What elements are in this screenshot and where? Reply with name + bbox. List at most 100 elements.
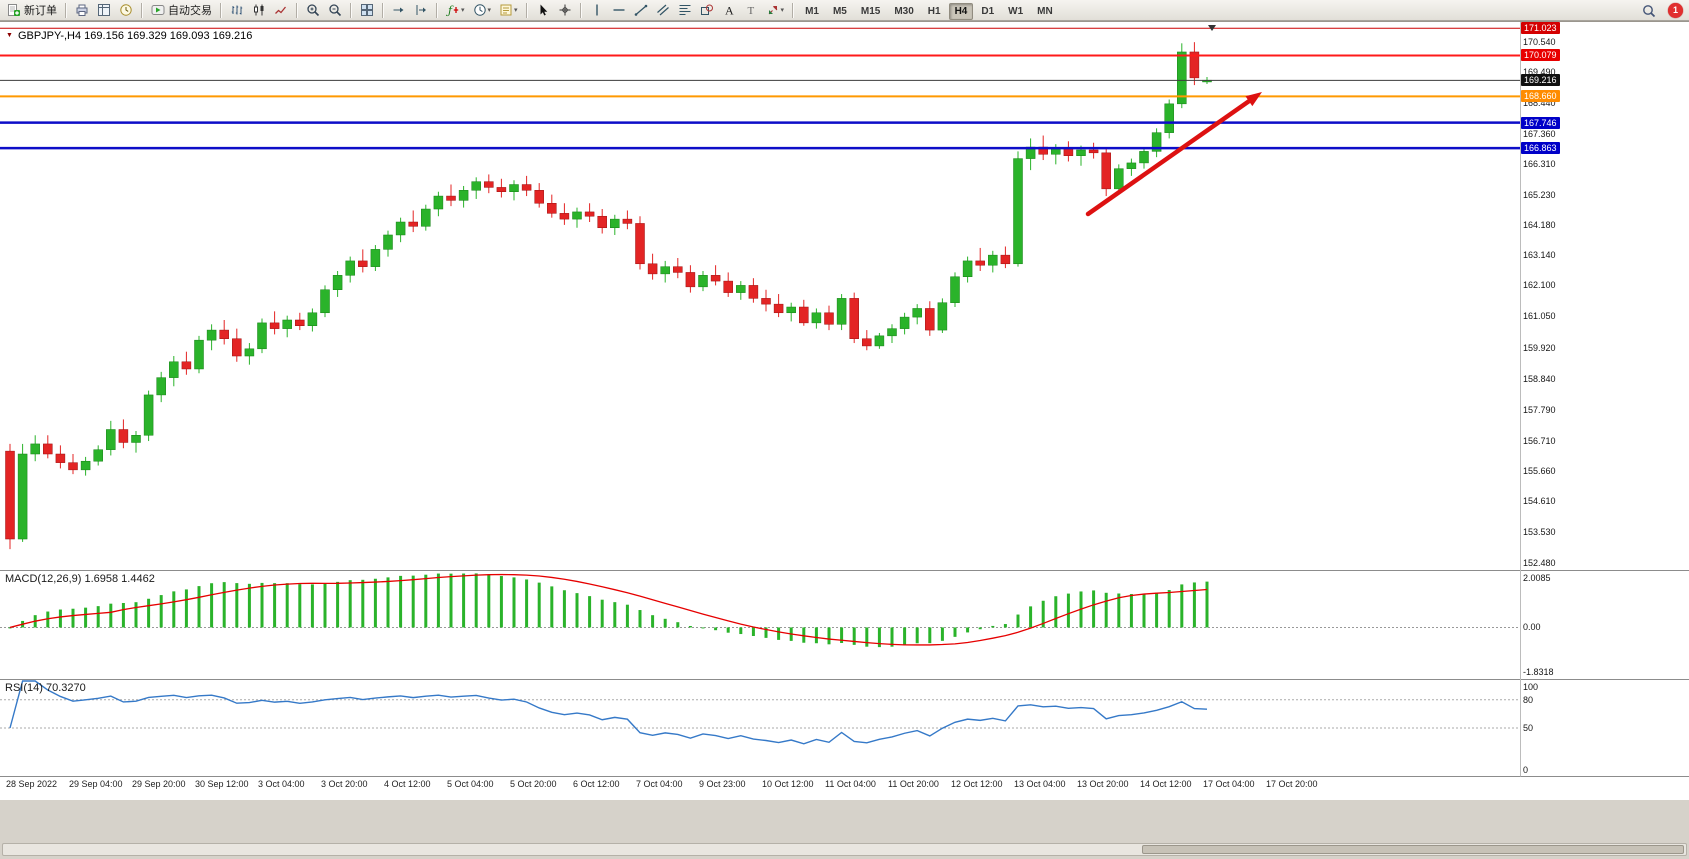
candle [257, 322, 267, 350]
auto-scroll-button[interactable] [389, 1, 409, 19]
macd-histogram-bar [1003, 624, 1007, 628]
chart-window[interactable]: ▼ GBPJPY-,H4 169.156 169.329 169.093 169… [0, 21, 1689, 801]
timeframe-h4-button[interactable]: H4 [948, 2, 974, 20]
macd-scale-label: 0.00 [1523, 622, 1541, 633]
macd-histogram-bar [1092, 590, 1096, 628]
cursor-tool-button[interactable] [533, 1, 553, 19]
macd-histogram-bar [361, 579, 365, 628]
macd-histogram-bar [1016, 614, 1020, 628]
chart-shift-button[interactable] [411, 1, 431, 19]
macd-histogram-bar [1104, 592, 1108, 628]
new-order-icon [8, 4, 20, 16]
price-badge: 170.079 [1521, 49, 1560, 62]
time-axis-label: 29 Sep 04:00 [69, 779, 123, 789]
timeframe-d1-button[interactable]: D1 [981, 5, 995, 17]
one-click-panel-toggle-icon[interactable]: ▼ [6, 32, 13, 39]
candle [421, 208, 431, 227]
cursor-icon [540, 4, 547, 16]
toolbar-separator [220, 2, 222, 18]
macd-histogram-bar [1192, 582, 1196, 628]
candle [55, 453, 66, 463]
macd-histogram-bar [449, 573, 453, 628]
template-selector-button[interactable]: ▾ [496, 1, 521, 19]
price-badge: 169.216 [1521, 74, 1560, 87]
crosshair-tool-button[interactable] [555, 1, 575, 19]
candle [458, 190, 469, 201]
toolbar-separator [382, 2, 384, 18]
channel-tool-button[interactable] [653, 1, 673, 19]
indicators-list-button[interactable]: ƒ ▾ [443, 1, 468, 19]
bar-chart-button[interactable] [227, 1, 247, 19]
macd-histogram-bar [525, 579, 529, 628]
price-axis-label: 164.180 [1523, 220, 1556, 231]
macd-histogram-bar [1054, 596, 1058, 628]
text-tool-button[interactable]: A [719, 1, 739, 19]
toolbar-separator [792, 2, 795, 18]
chart-canvas[interactable] [0, 22, 1689, 801]
timeframe-h1-button[interactable]: H1 [927, 5, 941, 17]
zoom-out-button[interactable] [325, 1, 345, 19]
timeframe-m1-button[interactable]: M1 [805, 5, 819, 17]
chart-title-text: GBPJPY-,H4 169.156 169.329 169.093 169.2… [17, 30, 253, 42]
vertical-line-tool-button[interactable] [587, 1, 607, 19]
candle [698, 275, 708, 288]
horizontal-scrollbar[interactable] [2, 843, 1687, 856]
candle [143, 394, 154, 436]
search-button[interactable] [1639, 2, 1659, 20]
price-axis-label: 155.660 [1523, 466, 1556, 476]
macd-histogram-bar [550, 586, 554, 628]
zoom-in-button[interactable] [303, 1, 323, 19]
macd-histogram-bar [386, 577, 390, 628]
candle [786, 306, 796, 314]
candle [17, 453, 28, 540]
macd-histogram-bar [651, 615, 655, 628]
shapes-tool-button[interactable] [697, 1, 717, 19]
candle [647, 263, 658, 275]
period-selector-button[interactable]: ▾ [470, 1, 495, 19]
print-button[interactable] [72, 1, 92, 19]
macd-histogram-bar [802, 627, 806, 643]
timeframe-m30-button[interactable]: M30 [894, 5, 914, 17]
trend-arrow-object[interactable] [1085, 92, 1262, 217]
candle [181, 361, 192, 370]
macd-histogram-bar [84, 607, 88, 628]
shapes-icon [700, 4, 713, 15]
trendline-tool-button[interactable] [631, 1, 651, 19]
candle [547, 203, 557, 214]
auto-scroll-icon [393, 7, 404, 13]
macd-histogram-bar [1029, 606, 1033, 628]
chart-shift-icon [416, 5, 426, 15]
macd-histogram-bar [978, 627, 982, 630]
chevron-down-icon: ▾ [780, 7, 785, 14]
macd-histogram-bar [172, 591, 176, 628]
candle [761, 298, 771, 305]
candle [584, 211, 595, 217]
timeframe-w1-button[interactable]: W1 [1008, 5, 1024, 17]
horizontal-line-tool-button[interactable] [609, 1, 629, 19]
label-tool-button[interactable]: T [741, 1, 761, 19]
notification-badge[interactable]: 1 [1668, 3, 1683, 18]
candle [509, 184, 519, 192]
candle [874, 335, 885, 347]
new-order-button[interactable]: 新订单 [4, 1, 60, 19]
arrows-tool-button[interactable]: ▾ [763, 1, 788, 19]
horizontal-scrollbar-thumb[interactable] [1142, 845, 1684, 854]
candlestick-chart-button[interactable] [249, 1, 269, 19]
autotrading-button[interactable]: 自动交易 [148, 1, 215, 19]
candle [849, 298, 859, 339]
time-axis-label: 14 Oct 12:00 [1140, 779, 1192, 789]
line-chart-button[interactable] [271, 1, 291, 19]
macd-indicator-label: MACD(12,26,9) 1.6958 1.4462 [5, 573, 155, 585]
timeframe-m5-button[interactable]: M5 [832, 5, 847, 17]
candle [1139, 151, 1149, 164]
candle [1063, 148, 1074, 156]
fibonacci-tool-button[interactable] [675, 1, 695, 19]
tile-windows-button[interactable] [357, 1, 377, 19]
data-window-button[interactable] [94, 1, 114, 19]
price-axis-label: 152.480 [1523, 557, 1556, 568]
timeframe-m15-button[interactable]: M15 [860, 5, 881, 17]
macd-histogram-bar [134, 602, 138, 628]
history-center-button[interactable] [116, 1, 136, 19]
timeframe-mn-button[interactable]: MN [1037, 5, 1053, 17]
macd-histogram-bar [928, 627, 932, 644]
